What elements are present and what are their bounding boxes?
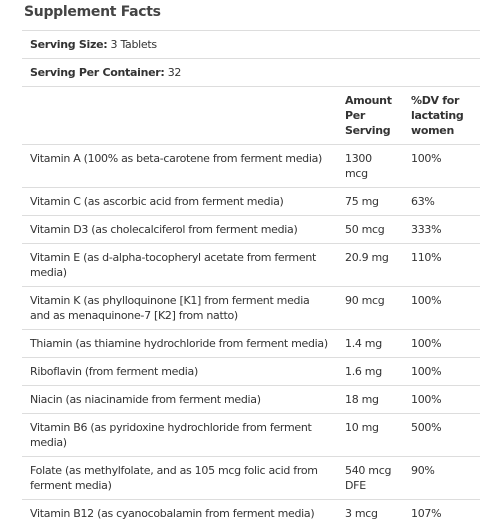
daily-value: 107% [403, 500, 480, 527]
amount: 540 mcg DFE [337, 457, 403, 500]
nutrient-row: Vitamin K (as phylloquinone [K1] from fe… [22, 287, 480, 330]
nutrient-row: Vitamin E (as d-alpha-tocopheryl acetate… [22, 244, 480, 287]
amount: 10 mg [337, 414, 403, 457]
header-row: Amount Per Serving%DV for lactating wome… [22, 87, 480, 145]
serving-size-label: Serving Size: [30, 38, 107, 51]
nutrient-row: Vitamin D3 (as cholecalciferol from ferm… [22, 216, 480, 244]
nutrient: Vitamin E (as d-alpha-tocopheryl acetate… [22, 244, 337, 287]
nutrient: Vitamin B12 (as cyanocobalamin from ferm… [22, 500, 337, 527]
nutrient: Riboflavin (from ferment media) [22, 358, 337, 386]
daily-value: 110% [403, 244, 480, 287]
servings-row: Serving Per Container: 32 [22, 59, 480, 87]
nutrient: Niacin (as niacinamide from ferment medi… [22, 386, 337, 414]
nutrient: Thiamin (as thiamine hydrochloride from … [22, 330, 337, 358]
servings-label: Serving Per Container: [30, 66, 165, 79]
nutrient-row: Vitamin C (as ascorbic acid from ferment… [22, 188, 480, 216]
nutrient-row: Vitamin B6 (as pyridoxine hydrochloride … [22, 414, 480, 457]
amount: 50 mcg [337, 216, 403, 244]
nutrient: Vitamin A (100% as beta-carotene from fe… [22, 145, 337, 188]
column-header: %DV for lactating women [403, 87, 480, 145]
facts-table: Serving Size: 3 Tablets Serving Per Cont… [22, 30, 480, 527]
daily-value: 100% [403, 330, 480, 358]
daily-value: 100% [403, 386, 480, 414]
nutrient: Folate (as methylfolate, and as 105 mcg … [22, 457, 337, 500]
nutrient-row: Folate (as methylfolate, and as 105 mcg … [22, 457, 480, 500]
nutrient-row: Thiamin (as thiamine hydrochloride from … [22, 330, 480, 358]
daily-value: 100% [403, 287, 480, 330]
serving-size-row: Serving Size: 3 Tablets [22, 31, 480, 59]
amount: 20.9 mg [337, 244, 403, 287]
nutrient-row: Vitamin B12 (as cyanocobalamin from ferm… [22, 500, 480, 527]
title: Supplement Facts [24, 4, 161, 20]
daily-value: 63% [403, 188, 480, 216]
amount: 3 mcg [337, 500, 403, 527]
amount: 18 mg [337, 386, 403, 414]
daily-value: 333% [403, 216, 480, 244]
daily-value: 90% [403, 457, 480, 500]
column-header: Amount Per Serving [337, 87, 403, 145]
serving-size-value: 3 Tablets [111, 38, 157, 51]
nutrient-row: Vitamin A (100% as beta-carotene from fe… [22, 145, 480, 188]
amount: 90 mcg [337, 287, 403, 330]
nutrient-row: Niacin (as niacinamide from ferment medi… [22, 386, 480, 414]
nutrient: Vitamin K (as phylloquinone [K1] from fe… [22, 287, 337, 330]
daily-value: 100% [403, 358, 480, 386]
amount: 1.6 mg [337, 358, 403, 386]
amount: 1.4 mg [337, 330, 403, 358]
daily-value: 500% [403, 414, 480, 457]
nutrient: Vitamin C (as ascorbic acid from ferment… [22, 188, 337, 216]
amount: 75 mg [337, 188, 403, 216]
nutrient: Vitamin B6 (as pyridoxine hydrochloride … [22, 414, 337, 457]
amount: 1300 mcg [337, 145, 403, 188]
servings-value: 32 [168, 66, 181, 79]
nutrient: Vitamin D3 (as cholecalciferol from ferm… [22, 216, 337, 244]
daily-value: 100% [403, 145, 480, 188]
page: Supplement Facts Serving Size: 3 Tablets… [0, 0, 500, 500]
